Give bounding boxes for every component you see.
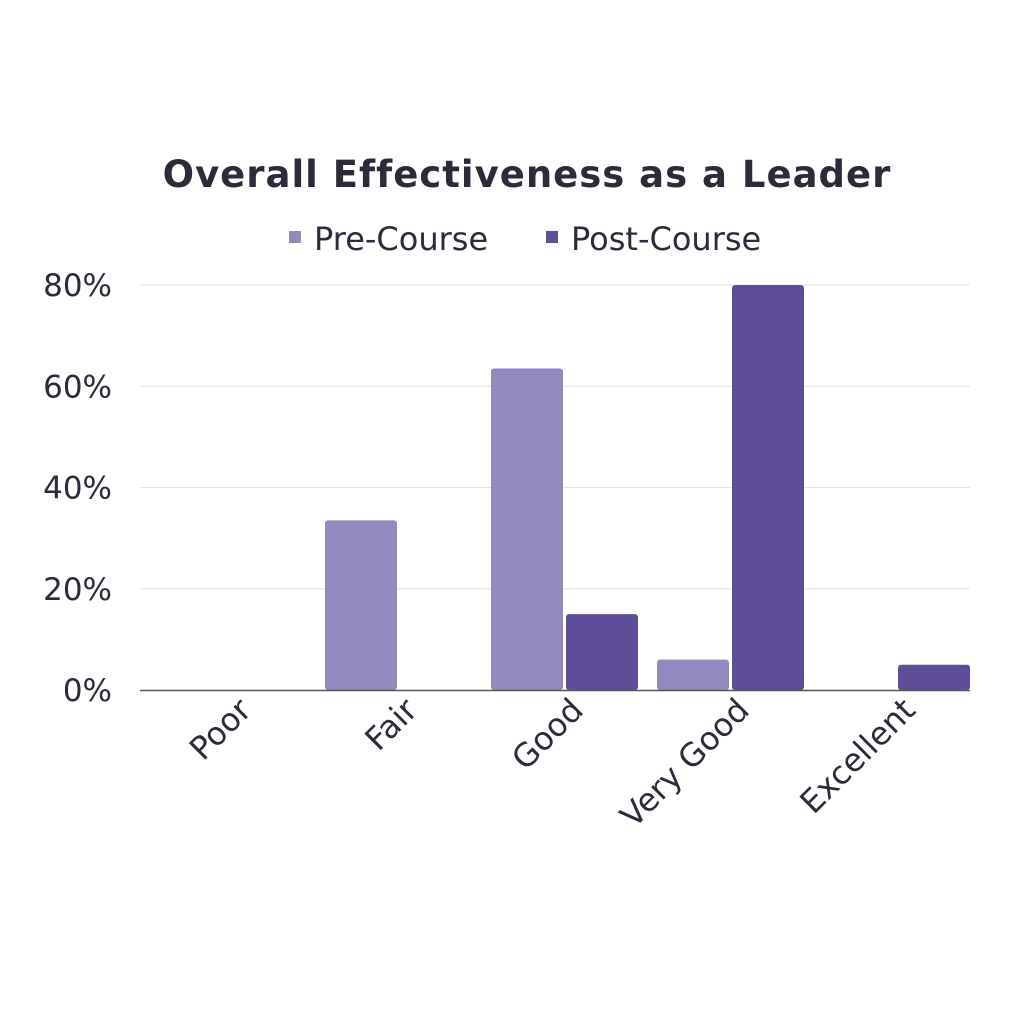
x-tick-label: Fair — [357, 690, 425, 758]
bar-excellent-post-course — [898, 664, 970, 690]
bar-very-good-post-course — [732, 285, 804, 690]
bar-fair-pre-course — [325, 520, 397, 690]
bar-good-post-course — [566, 614, 638, 690]
y-tick-label: 60% — [43, 369, 112, 405]
x-tick-label: Good — [504, 691, 590, 777]
y-axis: 0% 20% 40% 60% 80% — [43, 268, 112, 709]
x-tick-label: Very Good — [613, 691, 757, 835]
bar-good-pre-course — [491, 368, 563, 690]
y-tick-label: 40% — [43, 471, 112, 507]
legend: Pre-Course Post-Course — [289, 220, 761, 258]
x-tick-label: Excellent — [792, 691, 922, 821]
legend-swatch-0 — [289, 231, 301, 243]
y-tick-label: 0% — [63, 673, 112, 709]
x-axis: Poor Fair Good Very Good Excellent — [140, 689, 970, 835]
legend-swatch-1 — [546, 231, 558, 243]
bar-very-good-pre-course — [657, 659, 729, 690]
x-tick-label: Poor — [182, 690, 259, 767]
y-tick-label: 20% — [43, 572, 112, 608]
bars — [325, 285, 970, 690]
y-tick-label: 80% — [43, 268, 112, 304]
legend-label-1: Post-Course — [571, 220, 761, 258]
chart-title: Overall Effectiveness as a Leader — [163, 153, 892, 196]
legend-label-0: Pre-Course — [314, 220, 488, 258]
